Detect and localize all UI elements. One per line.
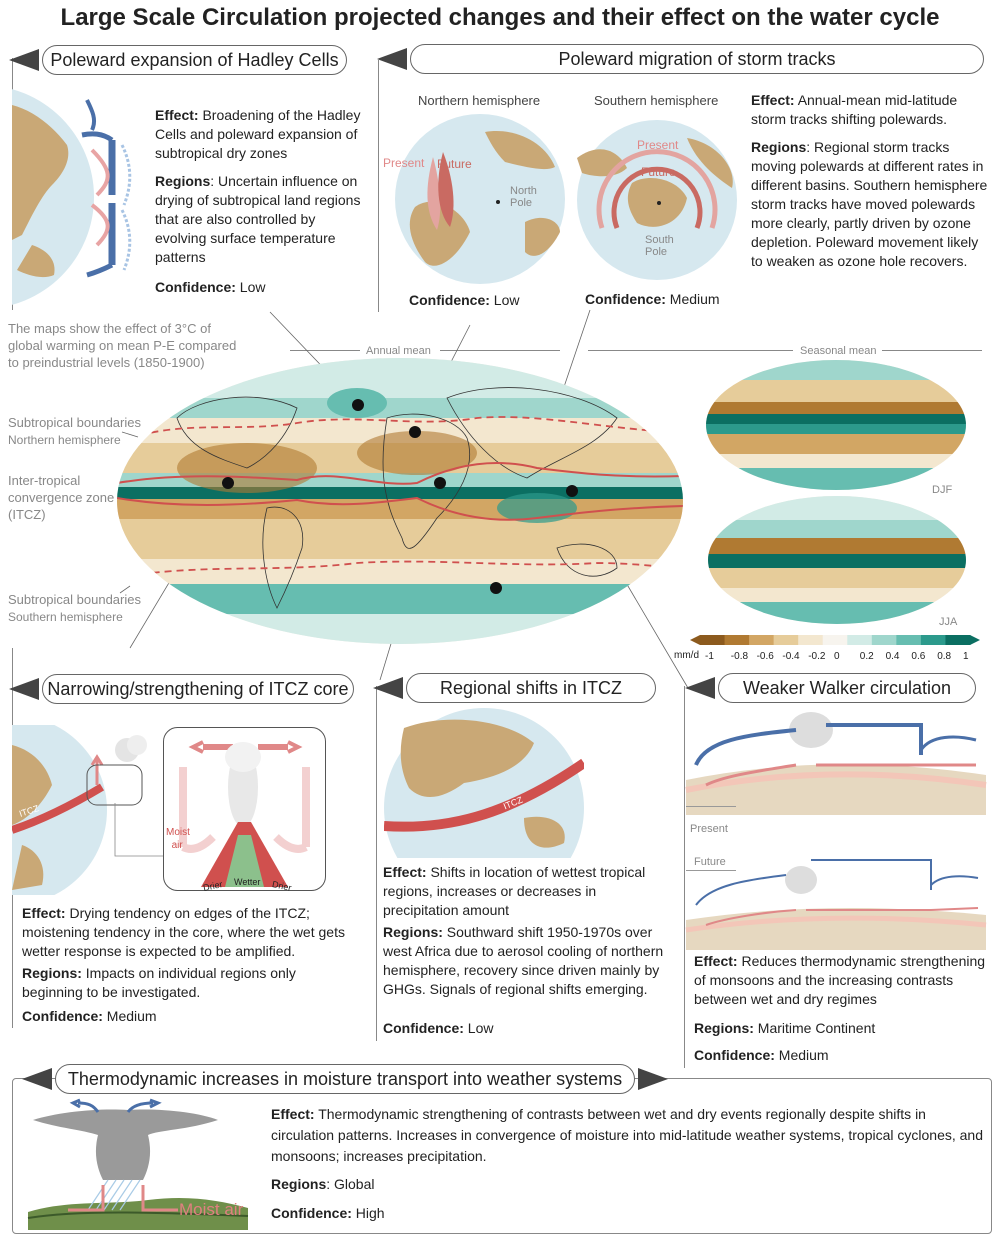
thermo-effect: Effect: Thermodynamic strengthening of c… bbox=[271, 1106, 984, 1164]
itcz-globe bbox=[12, 725, 147, 895]
itcz-leader bbox=[114, 803, 165, 857]
colorbar-tick-label: 0.4 bbox=[885, 651, 900, 662]
stb-nh-label: Subtropical boundaries Northern hemispher… bbox=[8, 415, 141, 447]
thermo-cloud bbox=[27, 1098, 249, 1230]
jja-label: JJA bbox=[939, 616, 958, 628]
walker-header: Weaker Walker circulation bbox=[685, 673, 976, 703]
colorbar-segment bbox=[822, 635, 848, 645]
colorbar-tick-label: -0.6 bbox=[756, 651, 774, 662]
seasonal-rule-right bbox=[882, 350, 982, 351]
nh-confidence: Confidence: Low bbox=[409, 292, 520, 308]
colorbar-left-arrow bbox=[690, 635, 700, 645]
colorbar bbox=[690, 635, 980, 645]
itcz-moist-air: Moist air bbox=[166, 827, 190, 851]
colorbar-tick-label: -0.8 bbox=[730, 651, 749, 662]
regional-confidence: Confidence: Low bbox=[383, 1020, 494, 1036]
north-pole-label: North Pole bbox=[510, 185, 537, 209]
hadley-globe bbox=[12, 89, 132, 305]
storm-regions: Regions: Regional storm tracks moving po… bbox=[751, 139, 988, 269]
walker-future-label: Future bbox=[694, 856, 726, 868]
nh-future: Future bbox=[437, 157, 472, 171]
annual-mean-map bbox=[117, 358, 683, 644]
colorbar-tick-label: 1 bbox=[963, 651, 969, 662]
colorbar-tick-label: -0.2 bbox=[808, 651, 826, 662]
storm-effect: Effect: Annual-mean mid-latitude storm t… bbox=[751, 92, 958, 127]
colorbar-tick-label: -0.4 bbox=[782, 651, 800, 662]
colorbar-tick-label: 0 bbox=[834, 651, 840, 662]
colorbar-segment bbox=[773, 635, 799, 645]
itcz-cross-section bbox=[163, 727, 326, 891]
map-note: The maps show the effect of 3°C of globa… bbox=[8, 321, 237, 370]
walker-regions: Regions: Maritime Continent bbox=[694, 1020, 876, 1036]
colorbar-segment bbox=[724, 635, 750, 645]
itcz-regions: Regions: Impacts on individual regions o… bbox=[22, 965, 296, 1000]
walker-confidence: Confidence: Medium bbox=[694, 1047, 829, 1063]
walker-effect: Effect: Reduces thermodynamic strengthen… bbox=[694, 953, 986, 1007]
jja-map bbox=[708, 496, 966, 624]
annual-rule-left bbox=[290, 350, 360, 351]
walker-present bbox=[685, 712, 987, 815]
colorbar-segment bbox=[749, 635, 775, 645]
colorbar-right-arrow bbox=[970, 635, 980, 645]
sh-confidence: Confidence: Medium bbox=[585, 291, 720, 307]
itcz-map-label: Inter-tropical convergence zone (ITCZ) bbox=[8, 473, 115, 522]
itcz-effect: Effect: Drying tendency on edges of the … bbox=[22, 905, 345, 959]
colorbar-tick-label: 0.2 bbox=[859, 651, 874, 662]
wetter-label: Wetter bbox=[234, 877, 261, 887]
walker-future bbox=[685, 859, 987, 950]
sh-globe bbox=[577, 120, 737, 280]
itcz-confidence: Confidence: Medium bbox=[22, 1008, 157, 1024]
hadley-regions: Regions: Uncertain influence on drying o… bbox=[155, 173, 361, 265]
colorbar-segment bbox=[920, 635, 946, 645]
colorbar-unit: mm/d bbox=[674, 650, 699, 661]
thermo-regions: Regions: Global bbox=[271, 1176, 375, 1192]
colorbar-tick-label: 0.6 bbox=[911, 651, 926, 662]
hadley-header: Poleward expansion of Hadley Cells bbox=[9, 45, 347, 75]
seasonal-label: Seasonal mean bbox=[800, 345, 877, 357]
sh-present: Present bbox=[637, 138, 679, 152]
djf-map bbox=[706, 360, 966, 490]
nh-globe bbox=[395, 114, 565, 284]
south-pole-label: South Pole bbox=[645, 234, 674, 258]
hadley-confidence: Confidence: Low bbox=[155, 279, 266, 295]
storm-header: Poleward migration of storm tracks bbox=[377, 44, 984, 74]
nh-label: Northern hemisphere bbox=[418, 93, 541, 108]
colorbar-segment bbox=[798, 635, 824, 645]
moist-air-label: Moist air bbox=[179, 1200, 244, 1219]
regional-header: Regional shifts in ITCZ bbox=[373, 673, 656, 703]
regional-globe bbox=[384, 708, 584, 858]
colorbar-segment bbox=[847, 635, 873, 645]
sh-label: Southern hemisphere bbox=[594, 93, 719, 108]
page-title: Large Scale Circulation projected change… bbox=[60, 4, 940, 31]
sh-future: Future bbox=[641, 165, 676, 179]
itcz-header: Narrowing/strengthening of ITCZ core bbox=[9, 674, 354, 704]
colorbar-segment bbox=[700, 635, 726, 645]
annual-label: Annual mean bbox=[366, 345, 431, 357]
colorbar-segment bbox=[945, 635, 971, 645]
present-rule bbox=[686, 806, 736, 807]
seasonal-rule-left bbox=[588, 350, 793, 351]
regional-regions: Regions: Southward shift 1950-1970s over… bbox=[383, 924, 664, 997]
regional-frame bbox=[376, 686, 377, 1041]
colorbar-tick-label: -1 bbox=[705, 651, 714, 662]
walker-present-label: Present bbox=[690, 823, 728, 835]
colorbar-segment bbox=[871, 635, 897, 645]
colorbar-segment bbox=[896, 635, 922, 645]
colorbar-tick-label: 0.8 bbox=[937, 651, 952, 662]
annual-rule-right bbox=[440, 350, 560, 351]
walker-frame bbox=[684, 686, 685, 1068]
nh-present: Present bbox=[383, 156, 425, 170]
storm-frame bbox=[378, 60, 379, 312]
stb-sh-label: Subtropical boundaries Southern hemispher… bbox=[8, 592, 141, 624]
regional-effect: Effect: Shifts in location of wettest tr… bbox=[383, 864, 646, 918]
future-rule bbox=[686, 870, 736, 871]
thermo-confidence: Confidence: High bbox=[271, 1205, 385, 1221]
thermo-header: Thermodynamic increases in moisture tran… bbox=[22, 1064, 668, 1094]
hadley-effect: Effect: Broadening of the Hadley Cells a… bbox=[155, 107, 361, 161]
djf-label: DJF bbox=[932, 484, 953, 496]
